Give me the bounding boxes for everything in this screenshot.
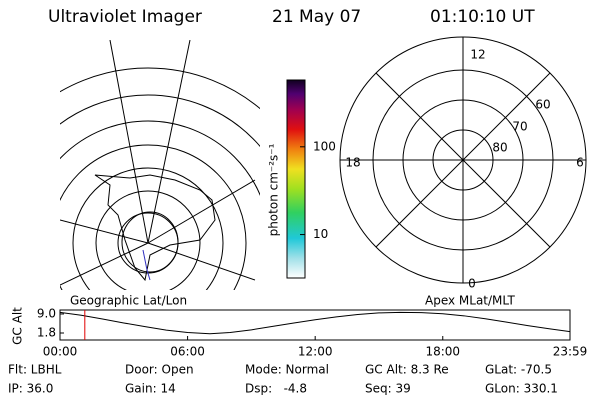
hour-label: 0 <box>468 277 476 291</box>
hour-label: 18 <box>345 156 360 170</box>
title: Ultraviolet Imager <box>48 7 202 27</box>
info-field: GLon: 330.1 <box>485 382 558 396</box>
info-field: Mode: Normal <box>245 363 329 377</box>
colorbar <box>286 79 306 279</box>
y-tick-label: 1.8 <box>37 325 56 339</box>
ring-label: 70 <box>512 120 527 134</box>
hour-label: 6 <box>576 156 584 170</box>
x-tick-label: 23:59 <box>553 345 588 359</box>
date: 21 May 07 <box>272 7 361 27</box>
polar-grid <box>339 36 587 284</box>
x-tick-label: 06:00 <box>170 345 205 359</box>
colorbar-tick-label: 100 <box>313 139 336 153</box>
time: 01:10:10 UT <box>430 7 535 27</box>
info-field: Seq: 39 <box>365 382 411 396</box>
colorbar-tick-label: 10 <box>313 227 328 241</box>
info-field: Door: Open <box>125 363 194 377</box>
altitude-line <box>59 311 571 335</box>
hour-label: 12 <box>470 48 485 62</box>
x-tick-label: 00:00 <box>43 345 78 359</box>
y-axis-label: GC Alt <box>11 307 25 345</box>
info-field: Gain: 14 <box>125 382 176 396</box>
info-field: IP: 36.0 <box>8 382 53 396</box>
info-field: Dsp: -4.8 <box>245 382 307 396</box>
map-label: Geographic Lat/Lon <box>70 294 187 308</box>
ring-label: 80 <box>492 141 507 155</box>
info-field: Flt: LBHL <box>8 363 62 377</box>
ring-label: 60 <box>535 98 550 112</box>
x-tick-label: 12:00 <box>298 345 333 359</box>
info-field: GLat: -70.5 <box>485 363 552 377</box>
x-tick-label: 18:00 <box>425 345 460 359</box>
y-tick-label: 9.0 <box>37 306 56 320</box>
info-field: GC Alt: 8.3 Re <box>365 363 449 377</box>
map-label: Apex MLat/MLT <box>425 294 515 308</box>
geo-map <box>60 40 260 290</box>
colorbar-label: photon cm⁻²s⁻¹ <box>267 143 281 236</box>
